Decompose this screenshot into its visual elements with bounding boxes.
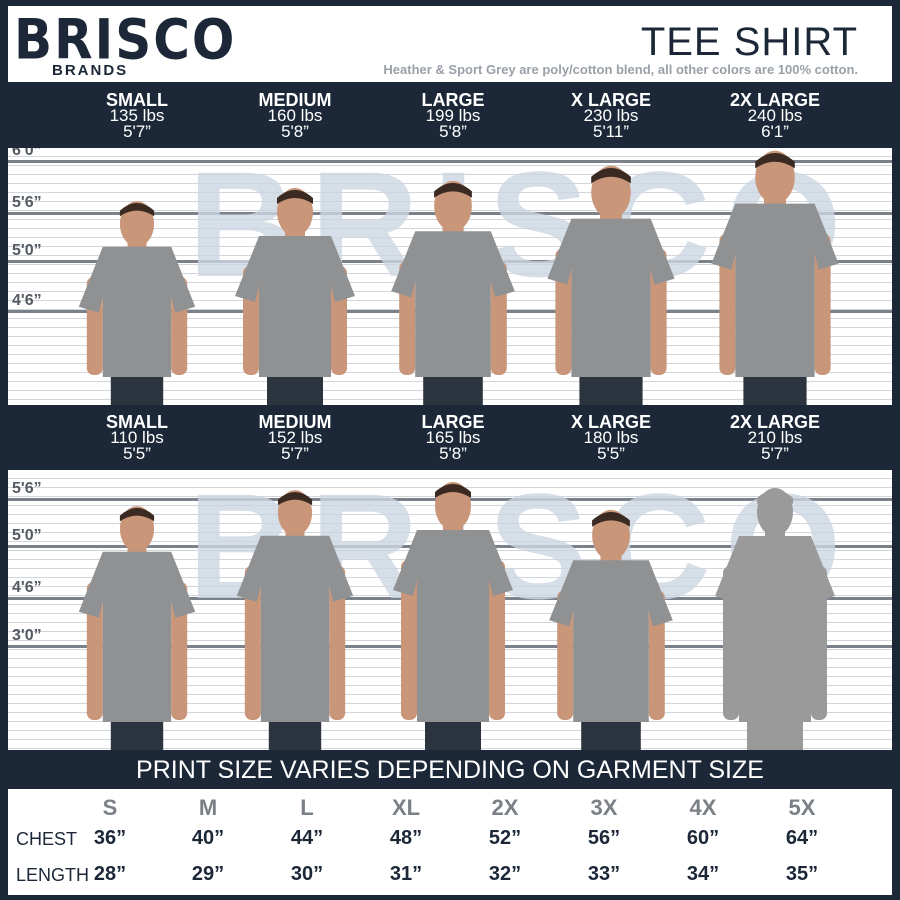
- size-header: M: [198, 795, 218, 820]
- height-mark: 5'0”: [12, 242, 42, 259]
- women-size-labels: SMALL 110 lbs 5'5” MEDIUM 152 lbs 5'7” LARGE 16…: [0, 412, 900, 476]
- measurement-value: 48”: [389, 827, 423, 849]
- size-header: XL: [391, 795, 421, 820]
- model-label: X LARGE 180 lbs 5'5”: [570, 412, 651, 463]
- measurement-value: 33”: [587, 863, 621, 885]
- model-label: X LARGE 230 lbs 5'11”: [570, 90, 651, 141]
- model-label: LARGE 199 lbs 5'8”: [421, 90, 485, 141]
- height-mark: 4'6”: [12, 292, 42, 309]
- model-label: MEDIUM 160 lbs 5'8”: [258, 90, 332, 141]
- size-table: S M L XL 2X 3X 4X 5X CHEST 36” 40” 44” 48” 52” 56” 60” 6…: [8, 789, 892, 895]
- ruler-line: [8, 156, 892, 157]
- model-label: SMALL 135 lbs 5'7”: [106, 90, 168, 141]
- model-figure: [391, 180, 515, 405]
- women-models-photo: 5'6” 5'0” 4'6” 3'0” BRISCO: [8, 470, 892, 750]
- model-figure: [235, 188, 355, 405]
- height-mark: 5'6”: [12, 480, 42, 497]
- model-figure: [711, 150, 839, 405]
- measurement-value: 64”: [785, 827, 819, 849]
- measurement-value: 34”: [686, 863, 720, 885]
- measurement-value: 35”: [785, 863, 819, 885]
- model-figure: [236, 490, 354, 750]
- model-figure: [393, 482, 513, 750]
- size-header: 2X: [491, 795, 519, 820]
- size-header: L: [300, 795, 314, 820]
- men-size-labels: SMALL 135 lbs 5'7” MEDIUM 160 lbs 5'8” LARGE 19…: [0, 90, 900, 154]
- model-label: LARGE 165 lbs 5'8”: [421, 412, 485, 463]
- size-header: S: [102, 795, 118, 820]
- fabric-note: Heather & Sport Grey are poly/cotton ble…: [383, 62, 858, 77]
- measurement-value: 44”: [290, 827, 324, 849]
- model-label: 2X LARGE 210 lbs 5'7”: [729, 412, 821, 463]
- height-mark: 3'0”: [12, 627, 42, 644]
- model-label: MEDIUM 152 lbs 5'7”: [258, 412, 332, 463]
- measurement-value: 29”: [191, 863, 225, 885]
- brisco-brands-logo: BRISCO BRANDS: [14, 7, 237, 79]
- model-figure: [547, 165, 675, 405]
- measurement-value: 52”: [488, 827, 522, 849]
- model-figure: [78, 201, 196, 405]
- height-mark: 5'0”: [12, 527, 42, 544]
- height-mark: 6'0”: [12, 148, 42, 159]
- row-label: CHEST: [16, 829, 78, 849]
- measurement-value: 31”: [389, 863, 423, 885]
- measurement-value: 30”: [290, 863, 324, 885]
- model-figure: [78, 506, 196, 750]
- height-mark: 4'6”: [12, 579, 42, 596]
- ruler-line: [8, 165, 892, 166]
- model-silhouette: [715, 488, 835, 750]
- size-header: 4X: [689, 795, 717, 820]
- model-label: 2X LARGE 240 lbs 6'1”: [729, 90, 821, 141]
- measurement-value: 56”: [587, 827, 621, 849]
- height-mark: 5'6”: [12, 194, 42, 211]
- row-label: LENGTH: [16, 865, 90, 885]
- measurement-value: 60”: [686, 827, 720, 849]
- measurement-value: 32”: [488, 863, 522, 885]
- model-figure: [549, 509, 673, 750]
- ruler-line: [8, 174, 892, 175]
- model-label: SMALL 110 lbs 5'5”: [106, 412, 168, 463]
- size-header: 5X: [788, 795, 816, 820]
- size-header: 3X: [590, 795, 618, 820]
- page-title: TEE SHIRT: [640, 20, 858, 64]
- men-models-photo: 6'0” 5'6” 5'0” 4'6” BRISCO: [8, 148, 892, 405]
- measurement-value: 40”: [191, 827, 225, 849]
- print-size-note: PRINT SIZE VARIES DEPENDING ON GARMENT S…: [136, 756, 764, 784]
- measurement-value: 36”: [93, 827, 127, 849]
- ruler-major-line: [8, 160, 892, 163]
- measurement-value: 28”: [93, 863, 127, 885]
- header: BRISCO BRANDS TEE SHIRT Heather & Sport …: [8, 6, 892, 82]
- ruler-line: [8, 478, 892, 479]
